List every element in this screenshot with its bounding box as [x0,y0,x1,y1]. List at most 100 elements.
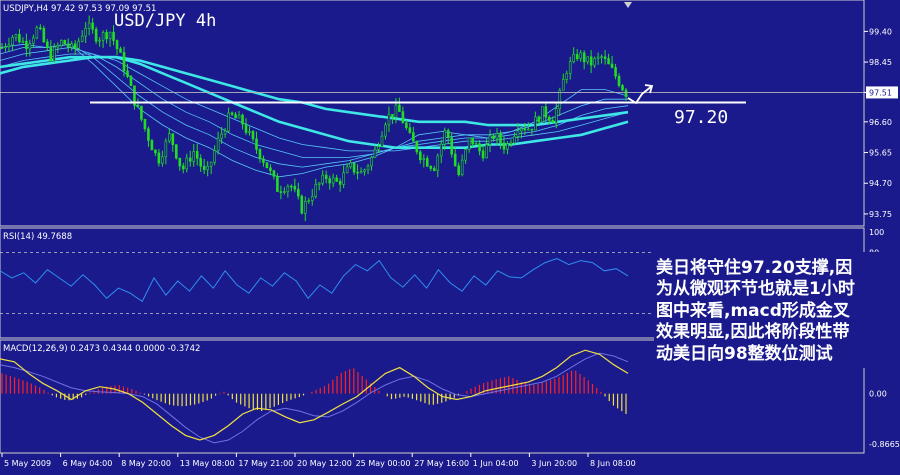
candle-body [614,67,617,77]
candle-body [394,104,398,118]
candle-body [554,108,558,123]
rsi-label: RSI(14) 49.7688 [3,232,72,242]
candle-body [474,143,478,145]
candle-body [94,28,98,42]
candle-body [161,156,164,164]
moving-average-line [0,43,628,168]
candle-body [178,157,182,167]
candle-body [300,195,304,214]
note-background [654,252,900,368]
candle-body [373,149,377,158]
candle-body [216,137,220,151]
candle-body [384,124,387,137]
candle-body [157,152,161,164]
candle-body [387,114,391,126]
candle-body [258,149,262,160]
candle-body [551,120,555,123]
candle-body [429,166,433,169]
candle-body [192,151,196,162]
candle-body [220,133,223,139]
candle-body [328,178,331,184]
candle-body [262,158,265,163]
candle-body [171,133,175,145]
candle-body [28,43,32,50]
candle-body [251,131,255,140]
x-tick-label: 20 May 12:00 [297,459,352,468]
rsi-line [0,257,629,303]
candle-body [405,122,408,129]
candle-body [91,22,94,30]
candle-body [227,112,230,132]
candle-body [98,39,101,42]
x-tick-label: 3 Jun 20:00 [531,459,577,468]
candle-body [265,162,269,169]
candle-body [181,165,185,170]
x-tick-label: 8 May 20:00 [121,459,171,468]
candle-body [467,137,471,150]
candle-body [35,27,39,39]
scroll-marker-icon[interactable] [624,2,632,8]
note-line: 为从微观环节也就是1小时 [656,278,855,299]
candle-body [310,196,314,201]
candle-body [324,174,328,180]
y-tick-label: 0.00 [869,390,887,399]
candle-body [506,143,509,150]
candle-body [126,70,129,77]
candle-body [283,191,286,193]
candle-body [527,128,530,131]
macd-label: MACD(12,26,9) 0.2473 0.4344 0.0000 -0.37… [3,344,200,354]
candle-body [349,162,352,168]
candle-body [485,144,488,159]
candle-body [276,176,279,192]
candle-body [286,185,290,192]
candle-body [408,127,412,133]
candle-body [398,104,401,112]
candle-body [87,22,91,29]
candle-body [412,132,415,142]
candle-body [11,36,14,46]
candle-body [143,119,147,130]
candle-body [589,56,593,66]
x-tick-label: 27 May 16:00 [414,459,469,468]
candle-body [18,34,21,43]
candle-body [548,117,551,121]
candle-body [331,177,335,184]
candle-body [136,104,140,107]
candle-body [195,151,199,159]
macd-signal-line [0,352,629,444]
candle-body [425,158,429,167]
candle-body [492,135,495,139]
moving-average-line [0,55,629,127]
candle-body [4,46,7,48]
candle-body [342,172,345,185]
x-tick-label: 6 May 04:00 [63,459,113,468]
candle-body [317,182,321,185]
note-line: 图中来看,macd形成金叉 [656,300,851,321]
candle-body [101,32,105,41]
arrow-icon [627,84,654,105]
candle-body [335,177,338,182]
candle-body [558,89,562,109]
candle-body [575,54,579,60]
macd-line [0,349,629,441]
candle-body [541,106,544,123]
candle-body [352,162,356,173]
candle-body [70,43,74,48]
candle-body [443,130,447,145]
candle-body [481,150,485,159]
candle-body [603,56,607,59]
candle-body [303,200,307,214]
candle-body [453,153,457,167]
note-line: 效果明显,因此将阶段性带 [656,321,849,342]
candle-body [314,184,318,197]
price-y-axis: 99.40 98.45 97.51 96.60 95.65 94.70 93.75 [864,27,898,219]
candle-body [164,140,168,158]
candle-body [534,116,537,131]
candle-body [471,137,474,145]
candle-body [248,131,251,133]
candle-body [56,45,60,48]
candle-body [366,165,370,171]
candle-body [119,48,122,53]
candle-body [0,47,4,49]
